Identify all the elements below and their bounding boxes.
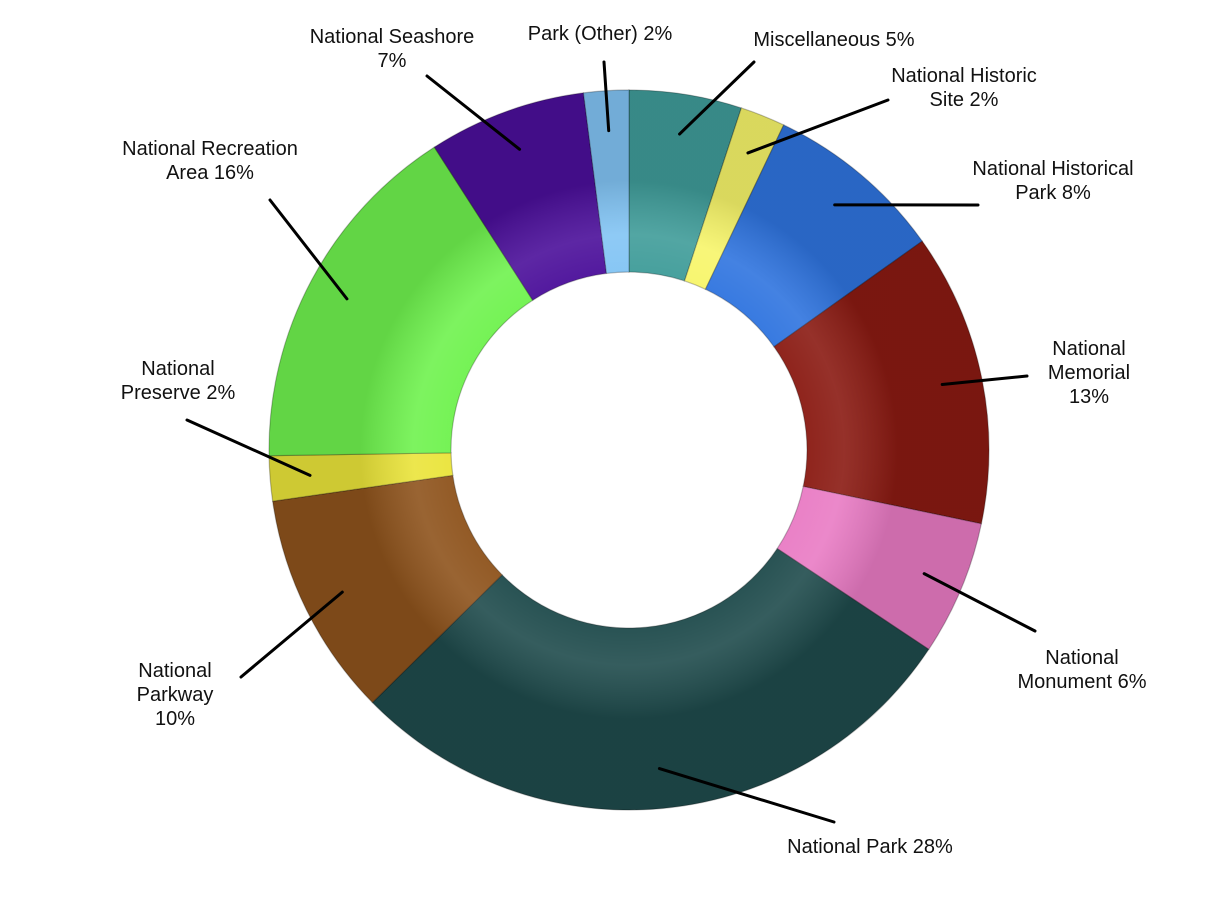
data-label-national-historic-site: National Historic Site 2% — [891, 65, 1037, 111]
leader-line-national-memorial — [940, 374, 1029, 386]
data-label-national-parkway: National Parkway 10% — [137, 660, 214, 730]
leader-lines-group — [185, 60, 1037, 824]
data-label-park-other: Park (Other) 2% — [528, 23, 673, 45]
leader-line-national-parkway — [239, 590, 344, 679]
data-label-national-recreation-area: National Recreation Area 16% — [122, 138, 298, 184]
ring-shading — [269, 90, 989, 810]
leader-line-national-seashore — [425, 74, 522, 151]
leader-line-miscellaneous — [678, 60, 756, 136]
slices-group — [268, 89, 990, 811]
data-label-national-preserve: National Preserve 2% — [121, 358, 236, 404]
leader-line-national-park — [657, 767, 836, 824]
data-label-national-memorial: National Memorial 13% — [1048, 338, 1130, 408]
data-label-miscellaneous: Miscellaneous 5% — [753, 29, 914, 51]
data-label-national-monument: National Monument 6% — [1018, 647, 1147, 693]
leader-line-park-other — [602, 60, 611, 133]
leader-line-national-historic-site — [746, 98, 890, 155]
data-label-national-park: National Park 28% — [787, 836, 953, 858]
data-label-national-historical-park: National Historical Park 8% — [972, 158, 1133, 204]
labels-group: Miscellaneous 5% National Historic Site 2%… — [121, 23, 1147, 858]
leader-line-national-preserve — [185, 418, 312, 477]
leader-line-national-monument — [922, 572, 1037, 633]
leader-line-national-recreation-area — [268, 198, 349, 301]
data-label-national-seashore: National Seashore 7% — [310, 26, 475, 72]
